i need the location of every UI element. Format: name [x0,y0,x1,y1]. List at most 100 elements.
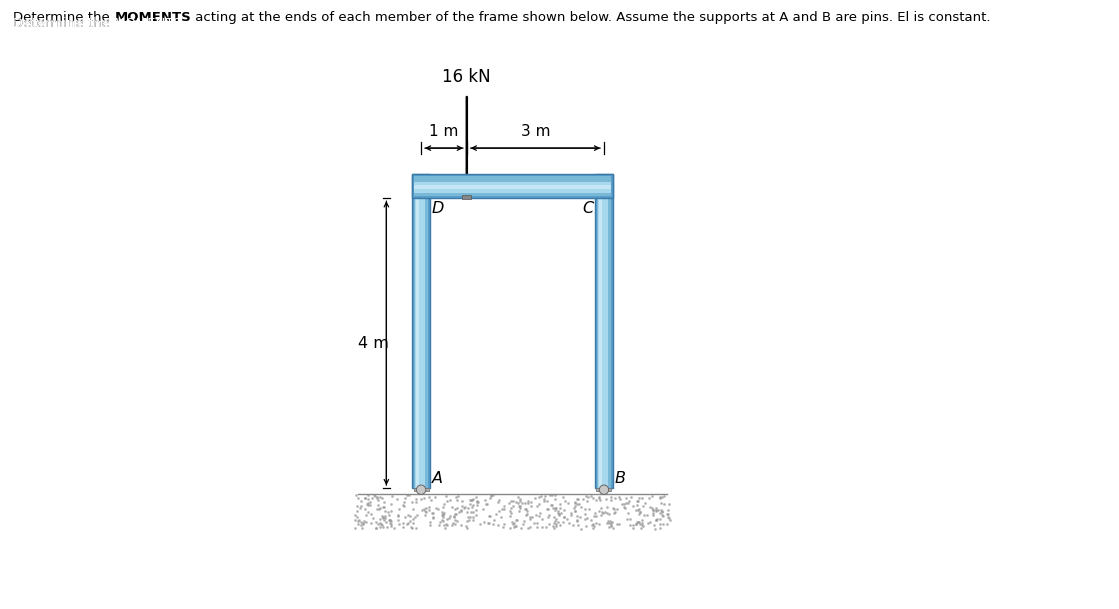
Point [659,505,677,515]
Point [579,496,596,506]
Point [485,490,502,500]
Point [374,512,392,522]
Point [382,499,399,509]
Point [621,519,639,529]
Point [509,492,527,502]
Point [567,515,585,524]
Point [552,504,570,513]
Point [378,523,396,532]
Point [572,502,590,512]
Point [659,509,677,518]
Bar [414,174,429,488]
Point [363,518,380,528]
Point [404,518,422,528]
Point [620,496,638,505]
Point [462,496,480,505]
Point [347,490,365,500]
Point [639,518,657,528]
Point [375,497,393,507]
Point [468,505,486,515]
Point [348,501,366,511]
Point [519,498,537,508]
Point [549,510,567,519]
Point [474,517,492,527]
Point [630,517,648,527]
Point [480,518,498,528]
Point [651,493,669,502]
Point [464,515,482,525]
Point [493,523,511,532]
Point [535,496,553,506]
Point [426,503,444,513]
Text: C: C [583,200,594,216]
Point [383,519,401,529]
Point [461,512,479,521]
Point [618,498,636,508]
Point [407,510,425,519]
Point [492,504,510,514]
Point [648,513,666,523]
Point [382,521,399,531]
Point [604,502,622,512]
Point [606,507,624,516]
Point [468,496,486,505]
Point [351,496,369,506]
Point [510,494,528,504]
Point [645,510,662,520]
Point [600,509,618,519]
Point [347,523,365,532]
Point [591,507,609,516]
Text: acting at the ends of each member of the frame shown below. Assume the supports : acting at the ends of each member of the… [191,11,990,24]
Point [528,518,546,527]
Point [382,518,399,528]
Circle shape [600,485,609,495]
Bar [595,174,613,488]
Point [365,490,383,499]
Point [660,513,678,523]
Point [538,496,556,506]
Point [413,505,431,515]
Point [517,510,535,520]
Point [369,495,387,505]
Point [605,508,623,518]
Point [539,512,557,522]
Point [399,490,417,500]
Point [360,500,378,510]
Text: Determine the: Determine the [13,17,114,30]
Point [372,515,389,524]
Point [463,502,481,512]
Point [463,500,481,510]
Point [528,501,546,511]
Point [457,502,474,512]
Point [649,505,667,515]
Point [373,521,391,530]
Point [403,523,421,533]
Point [435,508,453,518]
Point [505,522,523,532]
Point [377,517,395,527]
Point [659,512,677,522]
Point [613,499,631,509]
Point [604,523,622,533]
Point [500,499,518,509]
Point [513,523,530,533]
Point [459,512,477,522]
Point [350,515,368,524]
Point [624,521,642,530]
Point [446,516,464,526]
Point [470,497,488,507]
Point [424,513,442,523]
Point [646,524,664,533]
Point [443,502,461,512]
Point [642,503,660,513]
Point [555,513,573,523]
Point [566,498,584,507]
Point [647,505,665,515]
Point [448,492,466,502]
Point [415,505,433,515]
Point [599,516,617,526]
Point [374,513,392,523]
Point [627,519,645,529]
Point [570,495,587,504]
Point [575,510,593,519]
